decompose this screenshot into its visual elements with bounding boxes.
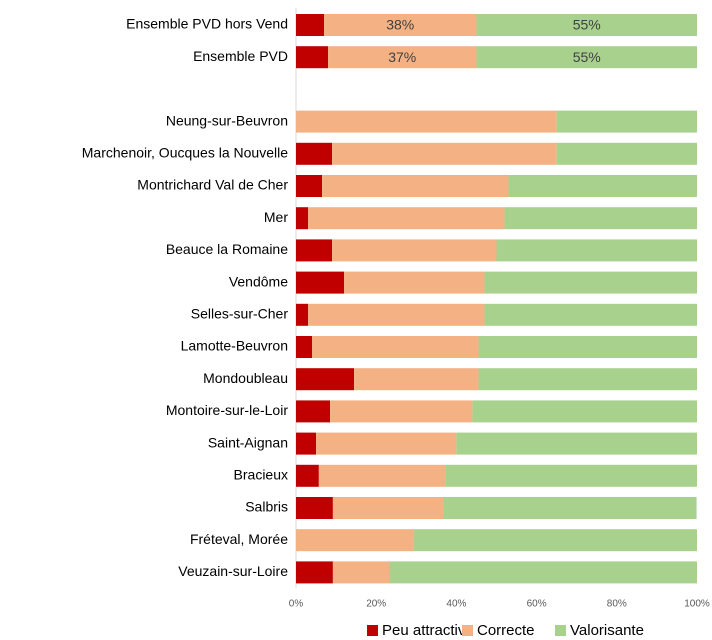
bar-segment bbox=[445, 464, 697, 487]
legend-label: Valorisante bbox=[570, 622, 644, 639]
category-label: Veuzain-sur-Loire bbox=[178, 563, 288, 579]
value-label: 38% bbox=[386, 17, 414, 33]
bar-segment bbox=[308, 303, 485, 326]
bar-segment bbox=[318, 464, 446, 487]
bar-segment bbox=[330, 400, 473, 423]
bar-segment bbox=[296, 497, 333, 519]
bar-segment bbox=[296, 142, 333, 165]
bar-segment bbox=[484, 303, 697, 326]
legend-swatch bbox=[462, 625, 473, 636]
category-label: Vendôme bbox=[229, 273, 288, 289]
bar-segment bbox=[508, 175, 697, 197]
category-label: Fréteval, Morée bbox=[190, 531, 288, 547]
bar-segment bbox=[296, 561, 333, 584]
bar-segment bbox=[476, 46, 697, 69]
bar-segment bbox=[556, 142, 697, 165]
x-tick-label: 40% bbox=[446, 599, 466, 610]
legend-swatch bbox=[555, 625, 566, 636]
bar-segment bbox=[308, 207, 505, 230]
category-label: Salbris bbox=[245, 499, 288, 515]
bar-segment bbox=[296, 432, 317, 455]
bar-segment bbox=[296, 46, 329, 69]
bar-segment bbox=[322, 175, 509, 197]
category-label: Mondoubleau bbox=[203, 370, 288, 386]
bar-segment bbox=[332, 497, 444, 519]
value-label: 55% bbox=[573, 49, 601, 65]
category-label: Montoire-sur-le-Loir bbox=[166, 402, 288, 418]
x-tick-label: 100% bbox=[684, 599, 710, 610]
bar-segment bbox=[296, 14, 325, 36]
bar-segment bbox=[413, 529, 697, 552]
category-label: Mer bbox=[264, 209, 288, 225]
category-label: Montrichard Val de Cher bbox=[137, 177, 288, 193]
bar-segment bbox=[478, 336, 697, 358]
bar-segment bbox=[332, 561, 390, 584]
bar-segment bbox=[328, 46, 477, 69]
bar-segment bbox=[496, 239, 697, 262]
bar-segment bbox=[389, 561, 697, 584]
bar-segment bbox=[556, 110, 697, 133]
bar-segment bbox=[296, 271, 345, 294]
category-label: Saint-Aignan bbox=[208, 434, 288, 450]
bar-segment bbox=[296, 336, 313, 358]
bar-segment bbox=[484, 271, 697, 294]
bar-segment bbox=[312, 336, 479, 358]
value-label: 55% bbox=[573, 17, 601, 33]
bar-segment bbox=[344, 271, 485, 294]
x-tick-label: 80% bbox=[607, 599, 627, 610]
bar-segment bbox=[296, 110, 557, 133]
x-tick-label: 0% bbox=[289, 599, 304, 610]
legend-label: Correcte bbox=[477, 622, 535, 639]
bar-segment bbox=[332, 239, 497, 262]
bar-segment bbox=[332, 142, 557, 165]
category-label: Selles-sur-Cher bbox=[191, 306, 289, 322]
category-label: Ensemble PVD bbox=[193, 48, 288, 64]
bar-segment bbox=[478, 368, 697, 391]
bar-segment bbox=[296, 464, 319, 487]
bar-segment bbox=[296, 303, 309, 326]
value-label: 37% bbox=[388, 49, 416, 65]
bar-segment bbox=[324, 14, 477, 36]
category-label: Neung-sur-Beuvron bbox=[166, 112, 288, 128]
x-tick-label: 20% bbox=[366, 599, 386, 610]
bar-segment bbox=[296, 207, 309, 230]
bar-segment bbox=[456, 432, 697, 455]
bar-segment bbox=[443, 497, 697, 519]
bar-segment bbox=[296, 175, 323, 197]
category-label: Ensemble PVD hors Vend bbox=[126, 16, 288, 32]
bar-segment bbox=[472, 400, 697, 423]
bar-segment bbox=[504, 207, 697, 230]
x-tick-label: 60% bbox=[527, 599, 547, 610]
bar-segment bbox=[296, 368, 355, 391]
category-label: Beauce la Romaine bbox=[166, 241, 288, 257]
bar-segment bbox=[476, 14, 697, 36]
category-label: Lamotte-Beuvron bbox=[181, 338, 288, 354]
legend-swatch bbox=[367, 625, 378, 636]
bar-segment bbox=[296, 400, 331, 423]
category-label: Marchenoir, Oucques la Nouvelle bbox=[82, 145, 288, 161]
bar-segment bbox=[296, 529, 414, 552]
bar-segment bbox=[354, 368, 479, 391]
bar-segment bbox=[316, 432, 457, 455]
bar-segment bbox=[296, 239, 333, 262]
category-label: Bracieux bbox=[234, 467, 288, 483]
legend-label: Peu attractive bbox=[382, 622, 474, 639]
